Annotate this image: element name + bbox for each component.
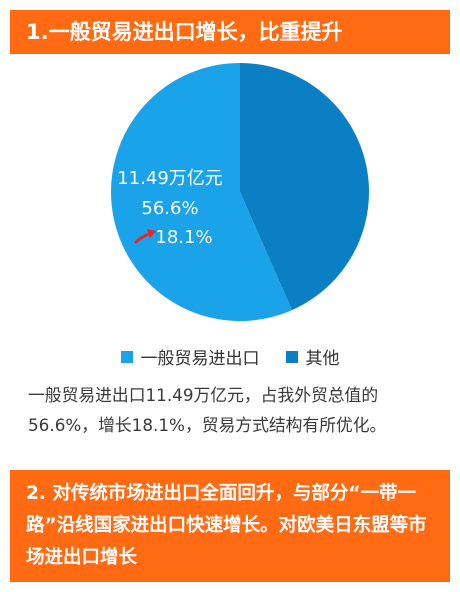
legend-item-other: 其他 xyxy=(285,344,340,369)
legend-label-general-trade: 一般贸易进出口 xyxy=(140,349,260,369)
data-label-share: 56.6% xyxy=(141,198,198,219)
section-title: 1.一般贸易进出口增长，比重提升 xyxy=(26,20,343,44)
chart-legend: 一般贸易进出口 其他 xyxy=(0,344,460,369)
chart-caption: 一般贸易进出口11.49万亿元，占我外贸总值的56.6%，增长18.1%，贸易方… xyxy=(28,385,387,435)
legend-swatch-other xyxy=(285,350,298,363)
pie-chart: 11.49万亿元 56.6% 18.1% xyxy=(110,63,369,321)
legend-label-other: 其他 xyxy=(305,349,340,369)
data-label-growth: 18.1% xyxy=(155,227,212,248)
growth-arrow-icon xyxy=(134,229,156,244)
data-label-amount: 11.49万亿元 xyxy=(117,168,223,189)
pie-slice-general-trade xyxy=(110,63,292,321)
legend-swatch-general-trade xyxy=(120,350,133,363)
section-title-2: 2. 对传统市场进出口全面回升，与部分“一带一路”沿线国家进出口快速增长。对欧美… xyxy=(26,483,427,568)
legend-item-general-trade: 一般贸易进出口 xyxy=(120,344,260,369)
pie-slice-other xyxy=(240,63,369,311)
section-header-2: 2. 对传统市场进出口全面回升，与部分“一带一路”沿线国家进出口快速增长。对欧美… xyxy=(10,470,450,582)
section-header: 1.一般贸易进出口增长，比重提升 xyxy=(10,10,450,54)
